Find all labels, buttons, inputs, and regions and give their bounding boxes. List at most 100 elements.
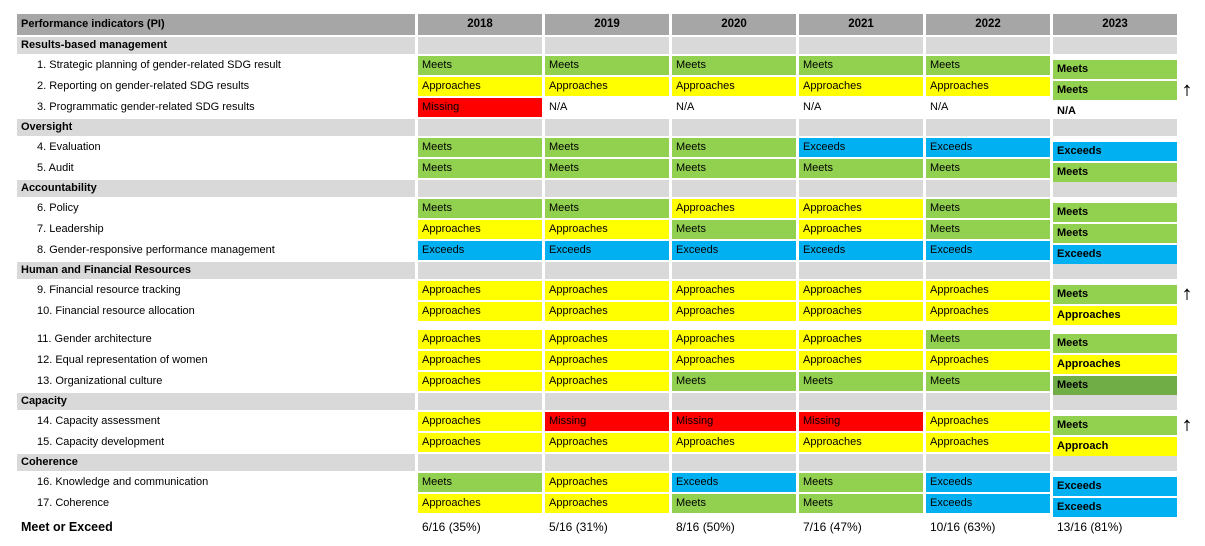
status-cell: Meets	[545, 199, 669, 218]
status-cell: Approaches	[545, 494, 669, 513]
status-cell: Approaches	[418, 220, 542, 239]
section-band-cell	[672, 454, 796, 471]
section-row: Coherence	[17, 454, 1205, 473]
status-cell: Exceeds	[1053, 498, 1177, 517]
trend-arrow-cell	[1180, 159, 1204, 178]
status-cell: Meets	[672, 138, 796, 157]
status-cell: Approaches	[926, 351, 1050, 370]
status-cell: Approaches	[799, 302, 923, 321]
status-cell: Meets	[672, 56, 796, 75]
status-cell: Meets	[926, 220, 1050, 239]
status-cell: Meets	[418, 138, 542, 157]
section-band-cell	[1053, 454, 1177, 471]
status-cell: Exceeds	[672, 473, 796, 492]
status-cell: Meets	[545, 159, 669, 178]
status-cell: Meets	[799, 159, 923, 178]
status-cell: Exceeds	[926, 494, 1050, 513]
table-row: 13. Organizational culture Approaches Appr…	[17, 372, 1205, 395]
trend-arrow-cell	[1180, 220, 1204, 239]
status-cell: Meets	[418, 56, 542, 75]
section-band-cell	[672, 37, 796, 54]
status-cell: Approaches	[1053, 306, 1177, 325]
status-cell: Meets	[418, 159, 542, 178]
trend-arrow-cell	[1180, 473, 1204, 492]
table-row: 15. Capacity development Approaches Approa…	[17, 433, 1205, 456]
status-cell: Meets	[418, 199, 542, 218]
trend-arrow-cell	[1180, 433, 1204, 452]
section-band-cell	[545, 37, 669, 54]
status-cell: Approaches	[545, 372, 669, 391]
summary-arrow-spacer	[1180, 515, 1204, 539]
status-cell: Exceeds	[1053, 245, 1177, 264]
status-cell: Approaches	[1053, 355, 1177, 374]
status-cell: Meets	[672, 372, 796, 391]
section-arrow-spacer	[1180, 37, 1204, 54]
status-cell: Missing	[799, 412, 923, 431]
status-cell: Exceeds	[672, 241, 796, 260]
trend-arrow-cell: ↑	[1180, 281, 1204, 301]
section-band-cell	[1053, 393, 1177, 410]
section-band-cell	[926, 180, 1050, 197]
indicator-label: 5. Audit	[17, 159, 415, 178]
status-cell: Approaches	[545, 330, 669, 349]
indicator-label: 4. Evaluation	[17, 138, 415, 157]
year-header: 2023	[1053, 14, 1177, 35]
indicator-label: 15. Capacity development	[17, 433, 415, 452]
section-band-cell	[1053, 262, 1177, 279]
status-cell: Approaches	[799, 220, 923, 239]
summary-label: Meet or Exceed	[21, 520, 113, 534]
section-band-cell	[926, 119, 1050, 136]
status-cell: Meets	[1053, 203, 1177, 222]
status-cell: Approaches	[418, 330, 542, 349]
status-cell: Meets	[799, 56, 923, 75]
indicator-label: 2. Reporting on gender-related SDG resul…	[17, 77, 415, 96]
status-cell: Approaches	[672, 77, 796, 96]
indicator-label: 10. Financial resource allocation	[17, 302, 415, 321]
status-cell: Meets	[926, 56, 1050, 75]
table-row: 14. Capacity assessment Approaches Missing…	[17, 412, 1205, 435]
summary-value: 5/16 (31%)	[549, 520, 608, 534]
section-band-cell	[418, 454, 542, 471]
trend-arrow-cell	[1180, 98, 1204, 117]
trend-arrow-cell	[1180, 494, 1204, 513]
indicator-label: 14. Capacity assessment	[17, 412, 415, 431]
trend-arrow-cell	[1180, 241, 1204, 260]
indicator-label: 6. Policy	[17, 199, 415, 218]
status-cell: N/A	[549, 101, 568, 113]
indicator-label: 1. Strategic planning of gender-related …	[17, 56, 415, 75]
status-cell: Approaches	[926, 412, 1050, 431]
indicator-label: 16. Knowledge and communication	[17, 473, 415, 492]
section-band-cell	[545, 393, 669, 410]
section-label: Oversight	[17, 119, 415, 136]
table-row: 2. Reporting on gender-related SDG resul…	[17, 77, 1205, 100]
section-band-cell	[545, 454, 669, 471]
table-row: 8. Gender-responsive performance managem…	[17, 241, 1205, 264]
summary-value: 8/16 (50%)	[676, 520, 735, 534]
table-row: 6. Policy Meets Meets Approaches Approaches M…	[17, 199, 1205, 222]
status-cell: Meets	[799, 372, 923, 391]
section-band-cell	[799, 180, 923, 197]
section-band-cell	[926, 393, 1050, 410]
status-cell: Approaches	[545, 302, 669, 321]
section-band-cell	[418, 119, 542, 136]
status-cell: Approaches	[545, 77, 669, 96]
status-cell: Meets	[1053, 285, 1177, 304]
table-row: 12. Equal representation of women Approac…	[17, 351, 1205, 374]
year-header: 2021	[799, 14, 923, 35]
section-band-cell	[926, 454, 1050, 471]
section-arrow-spacer	[1180, 393, 1204, 410]
table-header-row: Performance indicators (PI) 2018 2019 2020 2…	[17, 14, 1205, 37]
trend-up-icon: ↑	[1181, 77, 1193, 97]
section-label: Accountability	[17, 180, 415, 197]
trend-arrow-cell	[1180, 302, 1204, 321]
status-cell: Meets	[418, 473, 542, 492]
section-band-cell	[1053, 37, 1177, 54]
summary-row: Meet or Exceed 6/16 (35%) 5/16 (31%) 8/16 (…	[17, 515, 1205, 541]
status-cell: Approaches	[418, 351, 542, 370]
summary-value: 13/16 (81%)	[1057, 520, 1123, 534]
status-cell: Meets	[1053, 81, 1177, 100]
section-band-cell	[799, 262, 923, 279]
year-header: 2018	[418, 14, 542, 35]
status-cell: Approaches	[418, 494, 542, 513]
